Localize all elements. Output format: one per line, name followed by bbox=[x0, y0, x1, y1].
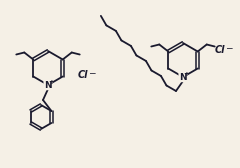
Text: Cl: Cl bbox=[215, 45, 226, 55]
Text: N: N bbox=[44, 80, 52, 90]
Text: N: N bbox=[179, 73, 187, 81]
Text: +: + bbox=[184, 71, 189, 76]
Text: −: − bbox=[88, 69, 96, 77]
Text: +: + bbox=[48, 78, 54, 85]
Text: −: − bbox=[225, 44, 233, 52]
Text: Cl: Cl bbox=[78, 70, 89, 80]
